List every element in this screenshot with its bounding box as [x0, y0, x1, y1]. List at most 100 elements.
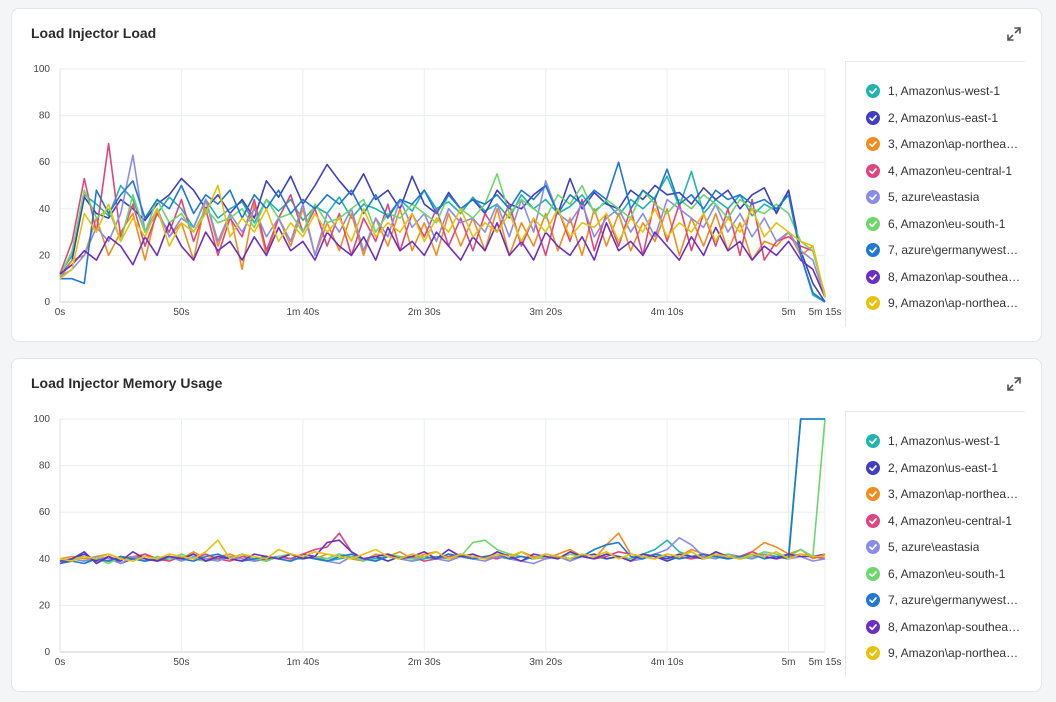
legend-label: 4, Amazon\eu-central-1: [888, 513, 1013, 528]
check-circle-icon: [866, 190, 880, 204]
legend-label: 9, Amazon\ap-northeast-3: [888, 296, 1024, 310]
check-circle-icon: [866, 540, 880, 554]
check-circle-icon: [866, 110, 880, 125]
x-tick-label: 4m 10s: [651, 657, 684, 668]
legend-item-8[interactable]: 8, Amazon\ap-southeast...: [866, 618, 1024, 636]
series-line-4[interactable]: [59, 142, 826, 296]
y-tick-label: 40: [39, 554, 51, 565]
series-line-8[interactable]: [59, 539, 825, 565]
x-tick-label: 3m 20s: [529, 307, 562, 318]
x-tick-label: 4m 10s: [651, 307, 684, 318]
x-tick-label: 2m 30s: [408, 307, 441, 318]
chart-title: Load Injector Load: [31, 25, 157, 41]
legend-item-5[interactable]: 5, azure\eastasia: [866, 188, 979, 206]
legend-item-3[interactable]: 3, Amazon\ap-northeast-2: [866, 485, 1024, 503]
check-circle-icon: [866, 566, 880, 581]
series-line-5[interactable]: [59, 537, 826, 565]
expand-button[interactable]: [1005, 375, 1023, 393]
x-tick-label: 50s: [173, 307, 189, 318]
legend-item-9[interactable]: 9, Amazon\ap-northeast-3: [866, 644, 1024, 662]
x-tick-label: 5m 15s: [809, 657, 842, 668]
series-line-6[interactable]: [59, 418, 826, 565]
legend-label: 8, Amazon\ap-southeast...: [888, 619, 1024, 634]
legend-item-6[interactable]: 6, Amazon\eu-south-1: [866, 215, 1005, 233]
y-tick-label: 0: [44, 297, 50, 308]
x-tick-label: 50s: [173, 657, 189, 668]
expand-icon: [1007, 377, 1021, 391]
check-circle-icon: [866, 434, 880, 448]
legend-item-1[interactable]: 1, Amazon\us-west-1: [866, 432, 1000, 450]
legend-label: 9, Amazon\ap-northeast-3: [888, 646, 1024, 660]
series-line-9[interactable]: [59, 184, 826, 298]
legend-label: 5, azure\eastasia: [888, 540, 980, 554]
legend-label: 6, Amazon\eu-south-1: [888, 216, 1006, 231]
legend-label: 1, Amazon\us-west-1: [888, 434, 1001, 448]
legend-item-4[interactable]: 4, Amazon\eu-central-1: [866, 162, 1012, 180]
legend-label: 8, Amazon\ap-southeast...: [888, 269, 1024, 284]
memory-line-chart: 0 20 40 60 80 100 0s 50s 1m 40s 2m 30s 3m 20s 4m 10…: [33, 414, 842, 668]
expand-icon: [1007, 27, 1021, 41]
check-circle-icon: [866, 243, 880, 257]
series-line-7[interactable]: [60, 161, 826, 303]
legend-label: 3, Amazon\ap-northeast-2: [888, 137, 1024, 151]
check-circle-icon: [866, 84, 880, 98]
check-circle-icon: [866, 216, 880, 231]
check-circle-icon: [866, 296, 880, 310]
x-tick-label: 5m: [782, 307, 796, 318]
check-circle-icon: [866, 487, 880, 501]
check-circle-icon: [866, 269, 880, 284]
legend-label: 5, azure\eastasia: [888, 190, 980, 204]
legend-label: 1, Amazon\us-west-1: [888, 84, 1001, 98]
legend-item-9[interactable]: 9, Amazon\ap-northeast-3: [866, 294, 1024, 312]
y-tick-label: 20: [39, 250, 51, 261]
check-circle-icon: [866, 163, 880, 178]
series-line-7[interactable]: [59, 418, 825, 565]
check-circle-icon: [866, 513, 880, 528]
y-tick-label: 100: [33, 414, 50, 425]
check-circle-icon: [866, 646, 880, 660]
legend-label: 4, Amazon\eu-central-1: [888, 163, 1013, 178]
chart-legend: 1, Amazon\us-west-1 2, Amazon\us-east-1 3,…: [845, 61, 1025, 327]
memory-chart-card: Load Injector Memory Usage 0 20 40 60 80 100 0…: [11, 358, 1042, 692]
y-tick-label: 40: [39, 204, 51, 215]
legend-item-8[interactable]: 8, Amazon\ap-southeast...: [866, 268, 1024, 286]
legend-label: 7, azure\germanywestce...: [888, 593, 1024, 607]
x-tick-label: 1m 40s: [286, 307, 319, 318]
y-tick-label: 0: [44, 647, 50, 658]
check-circle-icon: [866, 593, 880, 607]
legend-item-7[interactable]: 7, azure\germanywestce...: [866, 241, 1024, 259]
x-tick-label: 0s: [55, 657, 66, 668]
legend-item-7[interactable]: 7, azure\germanywestce...: [866, 591, 1024, 609]
x-tick-label: 0s: [55, 307, 66, 318]
legend-item-6[interactable]: 6, Amazon\eu-south-1: [866, 565, 1005, 583]
y-tick-label: 60: [39, 157, 51, 168]
series-line-9[interactable]: [59, 539, 825, 562]
legend-item-4[interactable]: 4, Amazon\eu-central-1: [866, 512, 1012, 530]
y-tick-label: 60: [39, 507, 51, 518]
y-tick-label: 100: [33, 64, 50, 75]
legend-label: 7, azure\germanywestce...: [888, 243, 1024, 257]
legend-label: 3, Amazon\ap-northeast-2: [888, 487, 1024, 501]
legend-item-2[interactable]: 2, Amazon\us-east-1: [866, 459, 998, 477]
legend-label: 2, Amazon\us-east-1: [888, 110, 999, 125]
x-tick-label: 2m 30s: [408, 657, 441, 668]
series-line-8[interactable]: [59, 222, 826, 298]
check-circle-icon: [866, 460, 880, 475]
x-tick-label: 3m 20s: [529, 657, 562, 668]
y-tick-label: 80: [39, 461, 51, 472]
check-circle-icon: [866, 137, 880, 151]
load-line-chart: 0 20 40 60 80 100 0s 50s 1m 40s 2m 30s 3m 20s 4m 10…: [33, 64, 842, 318]
x-tick-label: 1m 40s: [286, 657, 319, 668]
legend-item-2[interactable]: 2, Amazon\us-east-1: [866, 109, 998, 127]
legend-item-3[interactable]: 3, Amazon\ap-northeast-2: [866, 135, 1024, 153]
chart-title: Load Injector Memory Usage: [31, 375, 223, 391]
legend-item-5[interactable]: 5, azure\eastasia: [866, 538, 979, 556]
series-line-1[interactable]: [59, 418, 825, 562]
legend-label: 2, Amazon\us-east-1: [888, 460, 999, 475]
chart-legend: 1, Amazon\us-west-1 2, Amazon\us-east-1 3,…: [845, 411, 1025, 677]
x-tick-label: 5m 15s: [809, 307, 842, 318]
load-chart-card: Load Injector Load 0 20 40 60 80 100 0s 50s 1m 4…: [11, 8, 1042, 342]
legend-item-1[interactable]: 1, Amazon\us-west-1: [866, 82, 1000, 100]
expand-button[interactable]: [1005, 25, 1023, 43]
check-circle-icon: [866, 619, 880, 634]
